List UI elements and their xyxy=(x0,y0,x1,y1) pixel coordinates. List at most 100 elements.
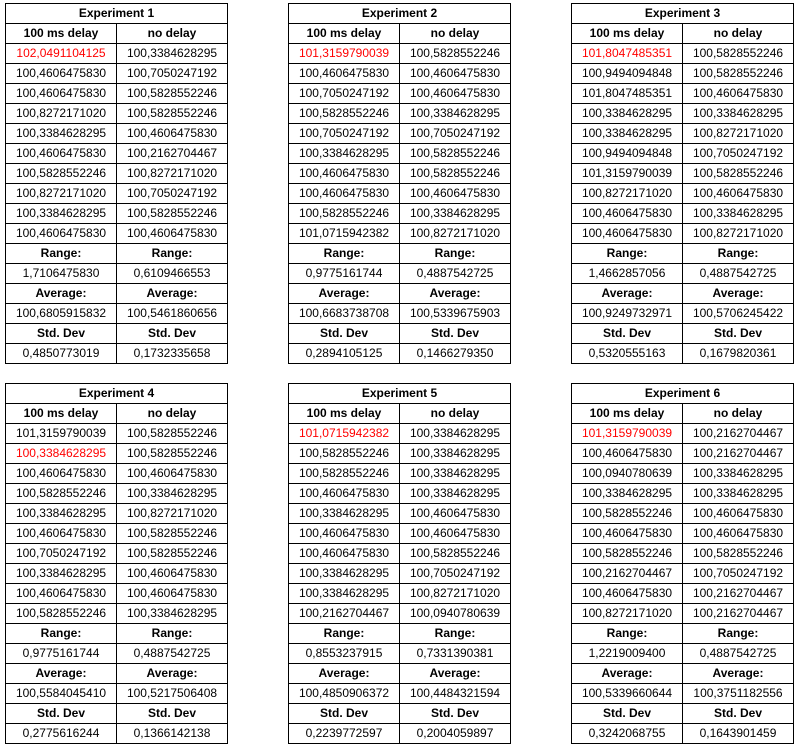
std-dev-value-delay: 0,2775616244 xyxy=(5,723,117,744)
no-delay-value-cell: 100,3384628295 xyxy=(399,443,511,464)
no-delay-value-cell: 100,2162704467 xyxy=(682,603,794,624)
measurement-row: 101,3159790039 100,5828552246 xyxy=(288,43,511,64)
delay-value-cell: 100,4606475830 xyxy=(288,63,400,84)
experiment-table: Experiment 1 100 ms delay no delay 102,0491… xyxy=(5,3,228,364)
measurement-row: 100,4606475830 100,4606475830 xyxy=(288,183,511,204)
delay-value-cell: 100,8272171020 xyxy=(5,103,117,124)
column-header-no-delay: no delay xyxy=(116,403,228,424)
delay-value-cell: 101,8047485351 xyxy=(571,43,683,64)
delay-value-cell: 100,3384628295 xyxy=(5,123,117,144)
no-delay-value-cell: 100,3384628295 xyxy=(682,463,794,484)
std-dev-value-no-delay: 0,1366142138 xyxy=(116,723,228,744)
no-delay-value-cell: 100,4606475830 xyxy=(399,183,511,204)
measurement-row: 100,2162704467 100,0940780639 xyxy=(288,603,511,624)
no-delay-value-cell: 100,8272171020 xyxy=(116,163,228,184)
std-dev-value-no-delay: 0,2004059897 xyxy=(399,723,511,744)
average-value-no-delay: 100,3751182556 xyxy=(682,683,794,704)
average-label: Average: xyxy=(399,663,511,684)
measurement-row: 100,5828552246 100,4606475830 xyxy=(571,503,794,524)
no-delay-value-cell: 100,8272171020 xyxy=(682,223,794,244)
no-delay-value-cell: 100,3384628295 xyxy=(682,203,794,224)
measurement-row: 100,4606475830 100,5828552246 xyxy=(5,83,228,104)
std-dev-label: Std. Dev xyxy=(682,323,794,344)
delay-value-cell: 100,2162704467 xyxy=(571,563,683,584)
range-value-delay: 1,7106475830 xyxy=(5,263,117,284)
std-dev-value-delay: 0,3242068755 xyxy=(571,723,683,744)
no-delay-value-cell: 100,3384628295 xyxy=(399,203,511,224)
experiment-title: Experiment 1 xyxy=(5,3,228,24)
no-delay-value-cell: 100,5828552246 xyxy=(682,63,794,84)
std-dev-label: Std. Dev xyxy=(5,703,117,724)
delay-value-cell: 100,7050247192 xyxy=(5,543,117,564)
measurement-row: 100,5828552246 100,8272171020 xyxy=(5,163,228,184)
average-label: Average: xyxy=(288,663,400,684)
no-delay-value-cell: 100,8272171020 xyxy=(399,223,511,244)
delay-value-cell: 100,4606475830 xyxy=(571,583,683,604)
no-delay-value-cell: 100,3384628295 xyxy=(399,423,511,444)
no-delay-value-cell: 100,4606475830 xyxy=(399,83,511,104)
delay-value-cell: 100,3384628295 xyxy=(288,143,400,164)
column-header-delay: 100 ms delay xyxy=(288,403,400,424)
delay-value-cell: 100,4606475830 xyxy=(571,203,683,224)
std-dev-label: Std. Dev xyxy=(288,703,400,724)
no-delay-value-cell: 100,3384628295 xyxy=(116,603,228,624)
average-value-no-delay: 100,5461860656 xyxy=(116,303,228,324)
no-delay-value-cell: 100,4606475830 xyxy=(399,63,511,84)
std-dev-label: Std. Dev xyxy=(399,703,511,724)
measurement-row: 100,7050247192 100,7050247192 xyxy=(288,123,511,144)
no-delay-value-cell: 100,4606475830 xyxy=(399,503,511,524)
range-value-delay: 0,9775161744 xyxy=(288,263,400,284)
no-delay-value-cell: 100,4606475830 xyxy=(116,463,228,484)
delay-value-cell: 100,9494094848 xyxy=(571,63,683,84)
measurement-row: 100,3384628295 100,5828552246 xyxy=(5,443,228,464)
range-value-no-delay: 0,4887542725 xyxy=(116,643,228,664)
std-dev-value-delay: 0,4850773019 xyxy=(5,343,117,364)
experiment-table: Experiment 6 100 ms delay no delay 101,3159… xyxy=(571,383,794,744)
no-delay-value-cell: 100,3384628295 xyxy=(682,483,794,504)
measurement-row: 101,0715942382 100,8272171020 xyxy=(288,223,511,244)
range-value-delay: 1,2219009400 xyxy=(571,643,683,664)
measurement-row: 100,7050247192 100,4606475830 xyxy=(288,83,511,104)
average-value-delay: 100,4850906372 xyxy=(288,683,400,704)
delay-value-cell: 100,3384628295 xyxy=(571,123,683,144)
std-dev-value-delay: 0,2239772597 xyxy=(288,723,400,744)
std-dev-label: Std. Dev xyxy=(571,703,683,724)
std-dev-label: Std. Dev xyxy=(5,323,117,344)
measurement-row: 101,8047485351 100,5828552246 xyxy=(571,43,794,64)
measurement-row: 100,5828552246 100,3384628295 xyxy=(288,203,511,224)
delay-value-cell: 101,3159790039 xyxy=(571,163,683,184)
measurement-row: 100,8272171020 100,7050247192 xyxy=(5,183,228,204)
range-value-delay: 1,4662857056 xyxy=(571,263,683,284)
measurement-row: 100,4606475830 100,4606475830 xyxy=(288,523,511,544)
measurement-row: 100,5828552246 100,3384628295 xyxy=(288,103,511,124)
no-delay-value-cell: 100,4606475830 xyxy=(682,183,794,204)
delay-value-cell: 101,8047485351 xyxy=(571,83,683,104)
measurement-row: 101,0715942382 100,3384628295 xyxy=(288,423,511,444)
range-label: Range: xyxy=(116,623,228,644)
measurement-row: 100,4606475830 100,5828552246 xyxy=(288,543,511,564)
no-delay-value-cell: 100,2162704467 xyxy=(682,423,794,444)
average-value-delay: 100,9249732971 xyxy=(571,303,683,324)
range-value-no-delay: 0,4887542725 xyxy=(682,263,794,284)
measurement-row: 100,9494094848 100,5828552246 xyxy=(571,63,794,84)
measurement-row: 101,8047485351 100,4606475830 xyxy=(571,83,794,104)
experiment-title: Experiment 2 xyxy=(288,3,511,24)
average-label: Average: xyxy=(682,283,794,304)
no-delay-value-cell: 100,7050247192 xyxy=(399,123,511,144)
range-label: Range: xyxy=(571,623,683,644)
column-header-delay: 100 ms delay xyxy=(571,403,683,424)
no-delay-value-cell: 100,4606475830 xyxy=(116,563,228,584)
measurement-row: 100,4606475830 100,4606475830 xyxy=(571,523,794,544)
delay-value-cell: 100,5828552246 xyxy=(571,543,683,564)
average-label: Average: xyxy=(399,283,511,304)
delay-value-cell: 100,4606475830 xyxy=(571,443,683,464)
no-delay-value-cell: 100,3384628295 xyxy=(399,103,511,124)
delay-value-cell: 100,5828552246 xyxy=(571,503,683,524)
range-label: Range: xyxy=(288,623,400,644)
std-dev-value-delay: 0,5320555163 xyxy=(571,343,683,364)
experiment-title: Experiment 6 xyxy=(571,383,794,404)
delay-value-cell: 100,4606475830 xyxy=(5,223,117,244)
average-label: Average: xyxy=(116,663,228,684)
delay-value-cell: 100,7050247192 xyxy=(288,83,400,104)
measurement-row: 100,5828552246 100,3384628295 xyxy=(5,603,228,624)
